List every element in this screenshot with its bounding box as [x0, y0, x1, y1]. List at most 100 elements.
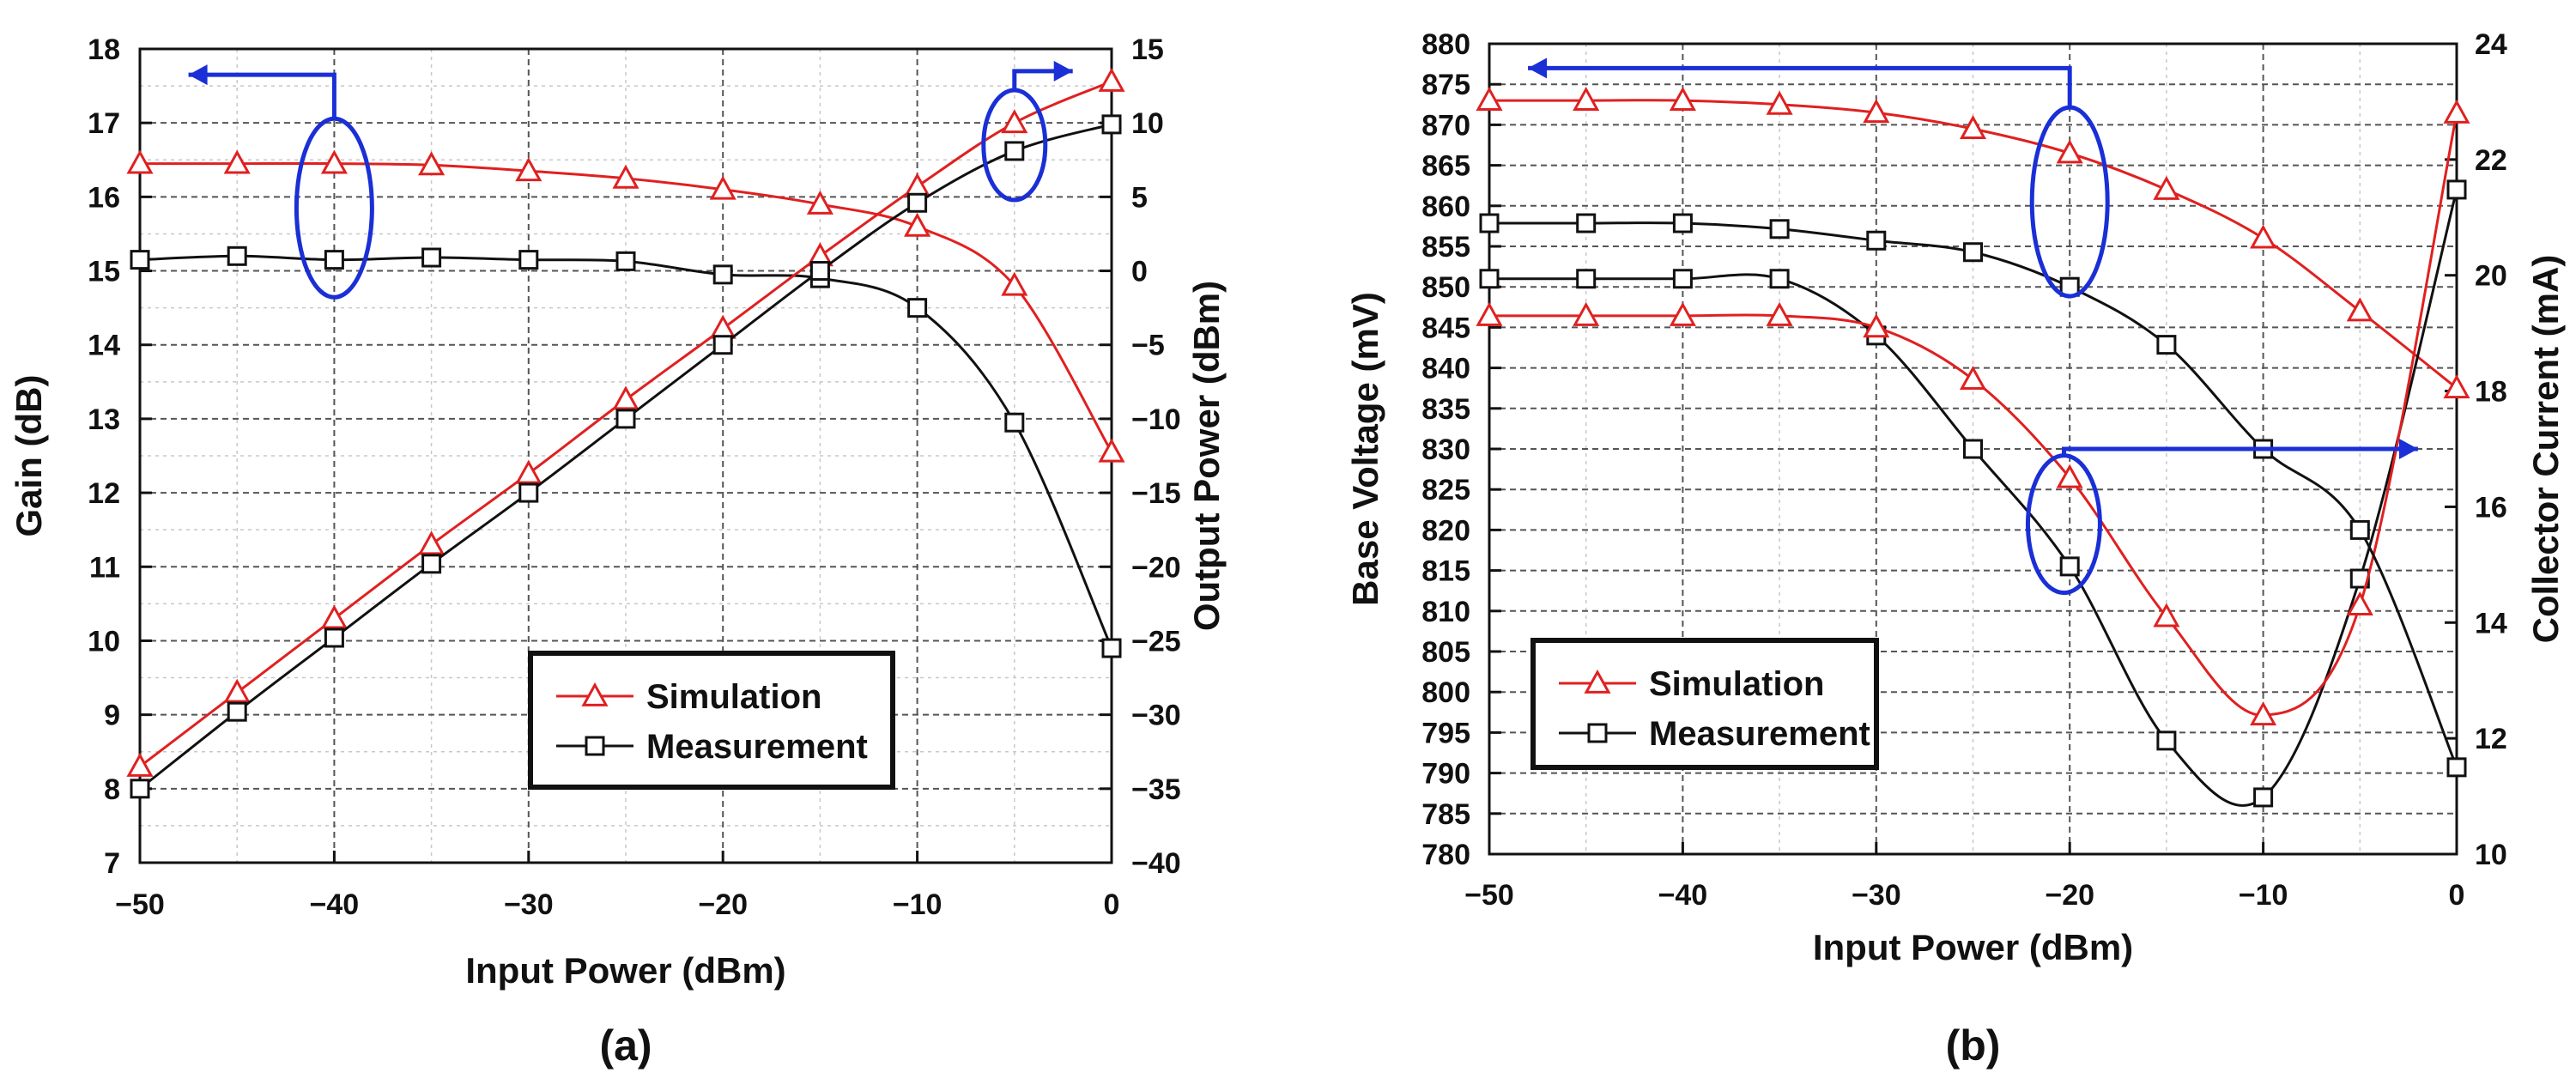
- data-point-measurement: [1672, 269, 1693, 289]
- data-point-simulation: [418, 151, 445, 176]
- y-left-tick-label: 785: [1421, 798, 1470, 831]
- y-left-axis-title: Gain (dB): [9, 375, 49, 537]
- data-point-simulation: [126, 149, 154, 174]
- y-right-tick-label: −5: [1131, 330, 1165, 362]
- data-point-measurement: [615, 251, 636, 271]
- y-left-tick-label: 12: [88, 477, 120, 510]
- y-right-tick-label: −30: [1131, 700, 1181, 732]
- data-point-simulation: [2443, 374, 2470, 399]
- data-point-measurement: [518, 250, 539, 270]
- data-point-simulation: [223, 149, 251, 174]
- series-simulation-right: [126, 67, 1125, 777]
- legend-label: Simulation: [1649, 665, 1824, 703]
- y-left-tick-label: 840: [1421, 353, 1470, 385]
- legend-box: [528, 651, 895, 790]
- data-point-measurement: [1769, 269, 1790, 289]
- data-point-simulation: [1573, 86, 1600, 111]
- legend-box: [1530, 638, 1879, 770]
- y-left-tick-label: 9: [104, 700, 120, 732]
- series-simulation-left: [1476, 86, 2470, 399]
- data-point-measurement: [1963, 439, 1983, 459]
- y-right-tick-label: 20: [2475, 260, 2507, 293]
- data-point-simulation: [904, 173, 931, 197]
- y-left-tick-label: 835: [1421, 393, 1470, 426]
- data-point-measurement: [712, 264, 733, 285]
- x-tick-label: 0: [2449, 879, 2465, 912]
- data-point-simulation: [223, 678, 251, 703]
- y-right-tick-label: −15: [1131, 477, 1181, 510]
- y-right-tick-label: −10: [1131, 403, 1181, 436]
- y-left-tick-label: 15: [88, 256, 120, 288]
- data-point-measurement: [712, 335, 733, 355]
- y-right-tick-label: 16: [2475, 491, 2507, 524]
- data-point-simulation: [1476, 86, 1503, 111]
- data-point-measurement: [130, 779, 150, 799]
- y-right-tick-label: 5: [1131, 181, 1148, 214]
- y-left-tick-label: 825: [1421, 474, 1470, 506]
- x-tick-label: −20: [698, 888, 748, 921]
- data-point-measurement: [324, 627, 344, 648]
- arrow-left-axis-head: [188, 64, 208, 86]
- chart-panel-a: −50 −40 −30 −20 −10 0789101112131415161718−40…: [9, 33, 1227, 1070]
- data-point-measurement: [1576, 269, 1597, 289]
- arrow-right-axis: [2061, 446, 2418, 456]
- y-right-tick-label: 10: [2475, 839, 2507, 871]
- y-left-axis-title: Base Voltage (mV): [1345, 292, 1385, 606]
- y-right-tick-label: 12: [2475, 723, 2507, 755]
- y-right-axis-title: Collector Current (mA): [2525, 255, 2566, 644]
- series-measurement-right: [130, 114, 1122, 799]
- data-point-simulation: [1863, 313, 1890, 338]
- data-point-measurement: [1004, 141, 1025, 161]
- data-point-simulation: [1476, 301, 1503, 326]
- data-point-simulation: [806, 190, 833, 215]
- data-point-measurement: [227, 701, 247, 722]
- series-line-simulation: [1489, 99, 2458, 390]
- data-point-measurement: [1769, 219, 1790, 239]
- data-point-simulation: [709, 314, 736, 339]
- y-right-tick-label: 14: [2475, 607, 2507, 639]
- data-point-measurement: [1479, 213, 1500, 233]
- series-measurement-left: [130, 245, 1122, 658]
- data-point-measurement: [1101, 638, 1122, 658]
- data-point-simulation: [1669, 301, 1696, 326]
- series-line-measurement: [1489, 221, 2458, 768]
- data-point-simulation: [2250, 701, 2277, 726]
- data-point-measurement: [615, 409, 636, 429]
- data-point-simulation: [2443, 99, 2470, 124]
- data-point-measurement: [1004, 412, 1025, 433]
- data-point-measurement: [1672, 213, 1693, 233]
- y-left-tick-label: 870: [1421, 109, 1470, 142]
- x-tick-label: −40: [310, 888, 360, 921]
- y-left-tick-label: 13: [88, 403, 120, 436]
- data-point-simulation: [1959, 365, 1987, 390]
- x-axis-title: Input Power (dBm): [1813, 927, 2133, 967]
- y-right-tick-label: 15: [1131, 33, 1164, 66]
- legend: Simulation Measurement: [528, 651, 895, 790]
- data-point-simulation: [2153, 175, 2180, 200]
- series-simulation-left: [126, 149, 1125, 463]
- data-point-measurement: [518, 482, 539, 503]
- legend-swatch-marker: [581, 682, 609, 706]
- y-left-tick-label: 16: [88, 181, 120, 214]
- x-tick-label: 0: [1104, 888, 1120, 921]
- panel-label: (a): [599, 1021, 652, 1070]
- data-point-simulation: [126, 752, 154, 777]
- y-left-tick-label: 8: [104, 773, 120, 806]
- data-point-measurement: [907, 192, 928, 213]
- data-point-simulation: [320, 604, 348, 629]
- y-left-tick-label: 805: [1421, 636, 1470, 669]
- panel-label: (b): [1946, 1021, 2001, 1070]
- y-left-tick-label: 7: [104, 847, 120, 880]
- x-axis-title: Input Power (dBm): [465, 950, 785, 991]
- y-left-tick-label: 850: [1421, 271, 1470, 304]
- y-right-axis-title: Output Power (dBm): [1186, 281, 1227, 631]
- y-left-tick-label: 860: [1421, 191, 1470, 223]
- data-point-simulation: [1669, 86, 1696, 111]
- arrow-left-axis: [1528, 65, 2072, 108]
- y-right-tick-label: −20: [1131, 551, 1181, 584]
- data-point-simulation: [1573, 301, 1600, 326]
- x-tick-label: −30: [504, 888, 554, 921]
- data-point-simulation: [612, 385, 639, 410]
- legend-swatch-marker: [1584, 669, 1611, 694]
